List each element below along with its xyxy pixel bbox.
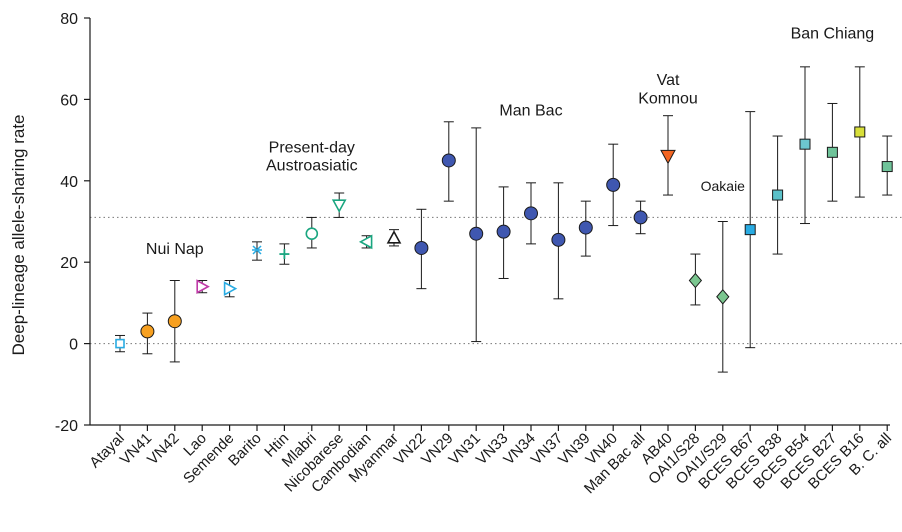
data-point xyxy=(578,220,593,235)
data-point xyxy=(196,279,210,294)
data-point xyxy=(606,177,621,192)
data-point xyxy=(826,146,838,158)
y-tick-label: 20 xyxy=(60,255,78,272)
annotation-label: Ban Chiang xyxy=(791,25,875,42)
y-tick-label: 60 xyxy=(60,92,78,109)
annotation-label: Present-day xyxy=(269,139,355,156)
annotation-label: Komnou xyxy=(638,90,698,107)
data-point xyxy=(252,245,262,255)
data-point xyxy=(358,234,373,250)
data-markers xyxy=(115,126,893,349)
y-axis-ticks: -20 0 20 40 60 80 xyxy=(55,11,90,435)
y-tick-label: -20 xyxy=(55,418,78,435)
annotation-label: Austroasiatic xyxy=(266,158,358,175)
reference-lines xyxy=(90,216,902,345)
data-point xyxy=(279,249,290,260)
y-tick-label: 0 xyxy=(69,337,78,354)
data-point xyxy=(167,314,182,329)
annotation-label: Oakaie xyxy=(701,178,746,194)
data-point xyxy=(331,199,347,213)
annotations: Nui Nap Present-day Austroasiatic Man Bac Va… xyxy=(146,25,874,258)
data-point xyxy=(140,324,155,339)
data-point xyxy=(469,226,484,241)
y-axis-label: Deep-lineage allele-sharing rate xyxy=(9,115,28,356)
data-point xyxy=(854,126,866,138)
data-point xyxy=(660,149,676,165)
data-point xyxy=(386,230,402,244)
x-axis-ticks: AtayalVN41VN42LaoSemendeBaritoHtinMlabri… xyxy=(86,425,895,497)
x-tick-label: VN42 xyxy=(144,430,183,469)
data-point xyxy=(441,153,456,168)
data-point xyxy=(551,232,566,247)
y-tick-label: 80 xyxy=(60,11,78,28)
star-d2 xyxy=(252,245,262,255)
annotation-label: Man Bac xyxy=(499,103,562,120)
annotation-label: Nui Nap xyxy=(146,241,204,258)
data-point xyxy=(524,206,538,221)
data-point xyxy=(688,272,703,289)
data-point xyxy=(744,224,756,236)
axes xyxy=(89,18,890,426)
data-point xyxy=(881,161,893,173)
y-tick-label: 40 xyxy=(60,174,78,191)
data-point xyxy=(115,338,125,349)
data-point xyxy=(799,138,811,150)
data-point xyxy=(223,281,238,297)
data-point xyxy=(772,189,784,201)
data-point xyxy=(633,210,648,225)
data-point xyxy=(305,227,319,241)
data-point xyxy=(716,289,730,305)
data-point xyxy=(496,224,511,239)
annotation-label: Vat xyxy=(657,72,680,89)
data-point xyxy=(414,240,429,255)
